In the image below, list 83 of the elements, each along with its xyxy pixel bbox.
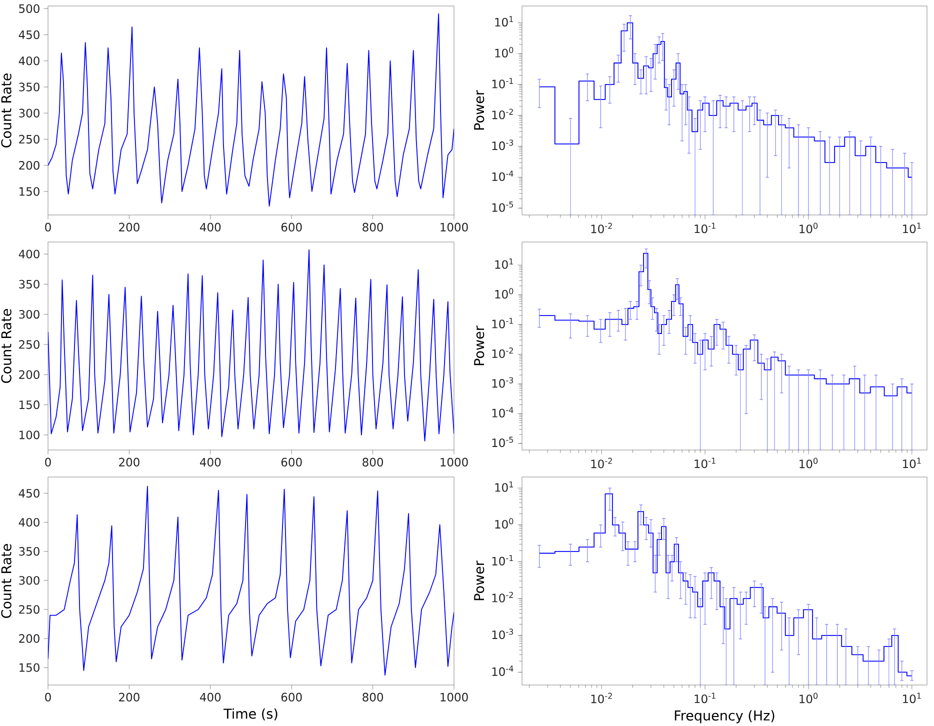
y-tick-label: 250 (19, 134, 40, 144)
x-tick-label: 800 (362, 222, 384, 232)
y-tick-label: 10$^{-5}$ (492, 436, 514, 448)
x-tick-label: 200 (119, 692, 140, 702)
y-axis-title: Count Rate (1, 309, 12, 383)
x-tick-label: 10$^{1}$ (903, 692, 921, 704)
x-tick-label: 10$^{-1}$ (694, 222, 716, 234)
line-series (48, 13, 454, 207)
y-tick-label: 350 (19, 547, 40, 556)
y-tick-label: 10$^{0}$ (495, 288, 514, 299)
y-tick-label: 250 (19, 340, 40, 349)
y-tick-label: 10$^{0}$ (495, 46, 514, 58)
x-tick-label: 10$^{-2}$ (591, 692, 612, 704)
y-tick-label: 10$^{-2}$ (492, 108, 513, 120)
x-tick-label: 800 (362, 692, 384, 702)
y-tick-label: 10$^{-1}$ (492, 555, 513, 566)
x-tick-label: 10$^{0}$ (800, 692, 818, 704)
x-tick-label: 0 (45, 692, 51, 702)
x-tick-label: 10$^{-1}$ (694, 458, 716, 468)
y-tick-label: 150 (20, 663, 40, 672)
line-series (48, 486, 454, 676)
y-tick-label: 300 (19, 576, 40, 585)
y-tick-label: 10$^{-1}$ (492, 318, 513, 328)
y-tick-label: 200 (19, 634, 40, 643)
x-tick-label: 10$^{-1}$ (694, 692, 716, 704)
y-tick-label: 10$^{-2}$ (492, 348, 513, 358)
y-tick-label: 10$^{-4}$ (492, 666, 514, 676)
y-tick-label: 10$^{-3}$ (492, 628, 514, 640)
x-tick-label: 10$^{1}$ (903, 222, 921, 234)
x-tick-label: 10$^{1}$ (903, 458, 921, 468)
y-axis-title: Power (474, 326, 484, 366)
x-tick-label: 800 (362, 458, 384, 466)
y-tick-label: 350 (19, 82, 40, 92)
y-axis-title: Power (474, 560, 484, 600)
y-tick-label: 200 (19, 370, 40, 379)
x-tick-label: 0 (45, 458, 51, 466)
x-tick-label: 10$^{-2}$ (591, 222, 612, 234)
x-tick-label: 1000 (440, 222, 468, 232)
y-tick-label: 500 (19, 4, 40, 13)
y-axis-title: Count Rate (1, 74, 12, 148)
x-tick-label: 1000 (440, 458, 468, 466)
x-tick-label: 200 (119, 222, 140, 232)
x-tick-label: 10$^{0}$ (800, 222, 818, 234)
x-axis-title: Frequency (Hz) (674, 710, 774, 724)
y-tick-label: 10$^{1}$ (495, 258, 513, 269)
y-tick-label: 400 (18, 250, 40, 258)
y-tick-label: 10$^{-4}$ (492, 407, 514, 418)
y-tick-label: 300 (19, 108, 40, 118)
y-tick-label: 10$^{-3}$ (492, 140, 514, 150)
x-tick-label: 10$^{-2}$ (591, 458, 612, 468)
y-tick-label: 10$^{-1}$ (492, 78, 513, 88)
x-tick-label: 600 (281, 222, 302, 232)
y-tick-label: 400 (18, 56, 40, 66)
y-tick-label: 10$^{-2}$ (492, 592, 513, 602)
y-axis-title: Count Rate (1, 544, 12, 618)
y-tick-label: 10$^{1}$ (495, 481, 513, 492)
x-tick-label: 200 (119, 458, 140, 466)
x-tick-label: 400 (200, 458, 221, 466)
y-tick-label: 350 (19, 280, 40, 289)
y-tick-label: 10$^{1}$ (495, 16, 513, 27)
y-tick-label: 450 (18, 30, 40, 40)
y-tick-label: 10$^{-4}$ (492, 170, 514, 182)
y-tick-label: 10$^{0}$ (495, 518, 514, 529)
x-tick-label: 0 (45, 222, 51, 232)
x-tick-label: 600 (281, 458, 302, 466)
y-tick-label: 450 (18, 488, 40, 498)
x-tick-label: 400 (200, 222, 221, 232)
x-tick-label: 10$^{0}$ (800, 458, 818, 468)
x-axis-title: Time (s) (224, 708, 278, 720)
y-tick-label: 150 (20, 187, 40, 196)
x-tick-label: 600 (281, 692, 302, 702)
x-tick-label: 400 (200, 692, 221, 702)
y-tick-label: 100 (20, 430, 40, 440)
y-tick-label: 300 (19, 310, 40, 319)
y-tick-label: 250 (19, 605, 40, 614)
y-tick-label: 10$^{-5}$ (492, 202, 514, 212)
y-tick-label: 10$^{-3}$ (492, 377, 514, 388)
y-axis-title: Power (474, 90, 484, 130)
x-tick-label: 1000 (440, 692, 468, 702)
y-tick-label: 200 (19, 161, 40, 170)
y-tick-label: 400 (18, 518, 40, 527)
y-tick-label: 150 (20, 400, 40, 410)
line-series (48, 249, 454, 442)
